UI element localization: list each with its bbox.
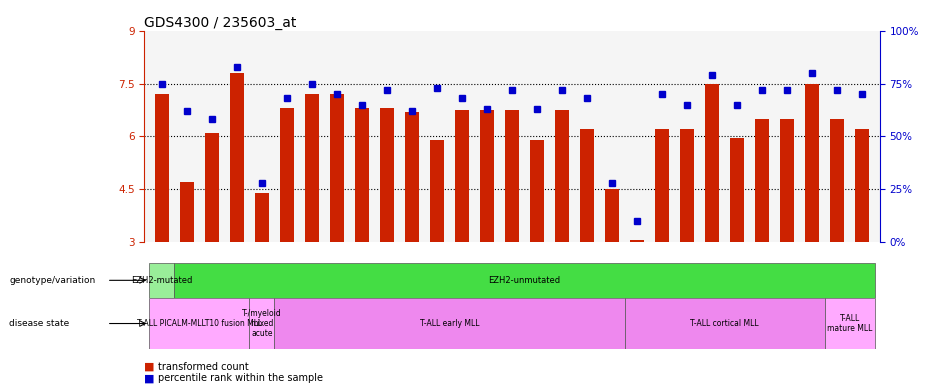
Bar xyxy=(780,119,794,242)
Bar xyxy=(480,110,494,242)
Text: genotype/variation: genotype/variation xyxy=(9,276,96,285)
Bar xyxy=(625,298,825,349)
Bar xyxy=(149,298,250,349)
Text: T-/myeloid
mixed
acute: T-/myeloid mixed acute xyxy=(242,310,282,338)
Text: transformed count: transformed count xyxy=(158,362,249,372)
Bar xyxy=(825,298,875,349)
Bar xyxy=(430,140,444,242)
Bar xyxy=(856,129,870,242)
Text: ■: ■ xyxy=(144,373,155,383)
Text: T-ALL PICALM-MLLT10 fusion MLL: T-ALL PICALM-MLLT10 fusion MLL xyxy=(137,319,262,328)
Bar xyxy=(205,133,219,242)
Bar xyxy=(255,193,269,242)
Bar xyxy=(230,73,244,242)
Bar xyxy=(149,263,174,298)
Bar xyxy=(155,94,169,242)
Bar xyxy=(755,119,769,242)
Bar xyxy=(730,138,744,242)
Bar xyxy=(331,94,344,242)
Bar xyxy=(580,129,594,242)
Text: T-ALL early MLL: T-ALL early MLL xyxy=(420,319,479,328)
Bar xyxy=(506,110,519,242)
Text: ■: ■ xyxy=(144,362,155,372)
Text: disease state: disease state xyxy=(9,319,70,328)
Bar xyxy=(805,84,819,242)
Bar xyxy=(275,298,625,349)
Bar xyxy=(405,112,419,242)
Text: T-ALL cortical MLL: T-ALL cortical MLL xyxy=(691,319,759,328)
Bar xyxy=(380,108,394,242)
Text: GDS4300 / 235603_at: GDS4300 / 235603_at xyxy=(144,16,297,30)
Text: percentile rank within the sample: percentile rank within the sample xyxy=(158,373,323,383)
Bar xyxy=(605,189,619,242)
Bar xyxy=(630,240,644,242)
Bar xyxy=(180,182,194,242)
Bar xyxy=(280,108,294,242)
Bar xyxy=(655,129,669,242)
Bar xyxy=(250,298,275,349)
Bar xyxy=(830,119,844,242)
Text: EZH2-mutated: EZH2-mutated xyxy=(131,276,193,285)
Bar xyxy=(681,129,694,242)
Text: EZH2-unmutated: EZH2-unmutated xyxy=(489,276,560,285)
Bar xyxy=(305,94,318,242)
Text: T-ALL
mature MLL: T-ALL mature MLL xyxy=(827,314,872,333)
Bar xyxy=(530,140,544,242)
Bar xyxy=(706,84,719,242)
Bar xyxy=(355,108,369,242)
Bar xyxy=(455,110,469,242)
Bar xyxy=(555,110,569,242)
